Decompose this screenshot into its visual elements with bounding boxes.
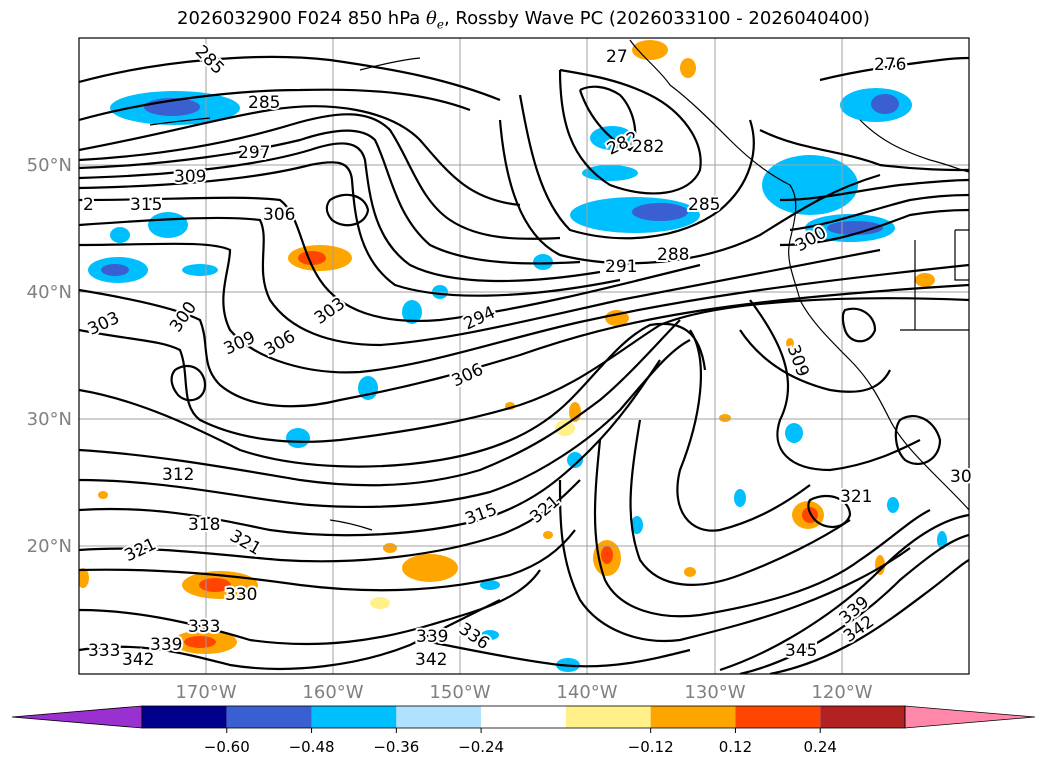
contour-label: 339 — [416, 627, 448, 647]
contour-label: 288 — [657, 245, 689, 265]
colorbar-tick-label: 0.24 — [804, 738, 837, 756]
lon-label: 140°W — [556, 682, 617, 703]
contour-label: 30 — [950, 467, 972, 487]
contour-label: 321 — [840, 487, 872, 507]
lat-label: 30°N — [27, 409, 72, 430]
colorbar-segment — [650, 706, 736, 728]
colorbar-segment — [396, 706, 482, 728]
contour-label: 339 — [150, 635, 182, 655]
colorbar-tick-label: −0.36 — [373, 738, 419, 756]
contour-label: 306 — [263, 205, 295, 225]
lat-label: 40°N — [27, 282, 72, 303]
colorbar: −0.60 −0.48 −0.36 −0.24 −0.12 0.12 0.24 — [11, 705, 1036, 756]
contour-label: 285 — [248, 93, 280, 113]
colorbar-segment — [142, 706, 227, 728]
plot-border — [78, 37, 970, 675]
title-variable: θe — [426, 8, 444, 32]
lon-label: 160°W — [302, 682, 363, 703]
colorbar-segment — [565, 706, 651, 728]
graticule — [79, 38, 969, 674]
colorbar-segment — [481, 706, 566, 728]
lon-label: 170°W — [175, 682, 236, 703]
title-product: , Rossby Wave PC (2026033100 - 202604040… — [443, 8, 870, 29]
contour-label: 315 — [130, 195, 162, 215]
colorbar-extend-min — [11, 705, 143, 729]
colorbar-segment — [226, 706, 312, 728]
contour-label: 345 — [785, 641, 817, 661]
contour-label: 282 — [632, 137, 664, 157]
lon-label: 130°W — [684, 682, 745, 703]
contour-label: 333 — [188, 617, 220, 637]
contour-label: 2 — [83, 195, 94, 215]
coastlines — [149, 39, 969, 531]
colorbar-ticks: −0.60 −0.48 −0.36 −0.24 −0.12 0.12 0.24 — [204, 728, 837, 756]
contour-label: 276 — [874, 55, 906, 75]
plot-area — [79, 38, 969, 674]
colorbar-tick-label: −0.24 — [458, 738, 504, 756]
colorbar-tick-label: −0.48 — [289, 738, 335, 756]
theta-e-contours — [79, 55, 969, 674]
contour-label: 309 — [174, 167, 206, 187]
latitude-axis: 50°N 40°N 30°N 20°N — [27, 155, 72, 557]
colorbar-segments — [11, 705, 1036, 729]
lon-label: 120°W — [811, 682, 872, 703]
colorbar-segment — [820, 706, 905, 728]
colorbar-segment — [735, 706, 821, 728]
contour-label: 342 — [415, 650, 447, 670]
colorbar-segment — [311, 706, 397, 728]
colorbar-tick-label: −0.12 — [628, 738, 674, 756]
lat-label: 20°N — [27, 536, 72, 557]
colorbar-border — [141, 705, 906, 729]
colorbar-extend-max — [904, 705, 1036, 729]
contour-label: 330 — [225, 585, 257, 605]
contour-label: 333 — [88, 641, 120, 661]
contour-label: 285 — [688, 195, 720, 215]
contour-label: 27 — [606, 47, 628, 67]
contour-label: 318 — [188, 515, 220, 535]
longitude-axis: 170°W 160°W 150°W 140°W 130°W 120°W — [175, 682, 872, 703]
contour-label: 297 — [238, 143, 270, 163]
contour-label: 342 — [122, 650, 154, 670]
colorbar-tick-label: 0.12 — [719, 738, 752, 756]
contour-label: 291 — [605, 257, 637, 277]
colorbar-tick-label: −0.60 — [204, 738, 250, 756]
map-title: 2026032900 F024 850 hPa θe, Rossby Wave … — [0, 8, 1047, 32]
contour-label: 312 — [162, 465, 194, 485]
lat-label: 50°N — [27, 155, 72, 176]
title-run: 2026032900 F024 850 hPa — [177, 8, 426, 29]
lon-label: 150°W — [429, 682, 490, 703]
